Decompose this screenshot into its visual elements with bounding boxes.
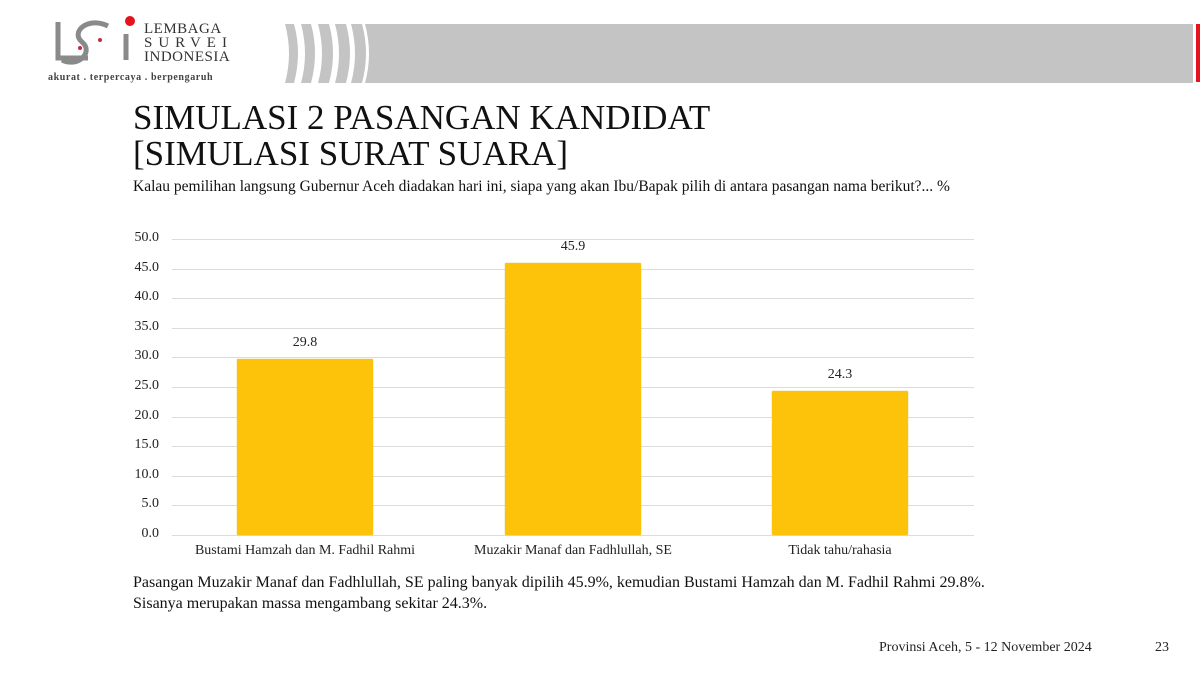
y-axis-tick-label: 0.0 — [141, 526, 160, 541]
y-axis-tick-label: 20.0 — [134, 408, 160, 423]
y-axis-tick-label: 5.0 — [141, 496, 160, 511]
gridline — [172, 239, 974, 240]
bar — [505, 263, 641, 535]
bar-value-label: 29.8 — [292, 335, 318, 350]
footer-source: Provinsi Aceh, 5 - 12 November 2024 — [879, 640, 1092, 655]
title-line-1: SIMULASI 2 PASANGAN KANDIDAT — [133, 98, 711, 137]
y-axis-tick-label: 45.0 — [134, 260, 160, 275]
logo-line-2: SURVEI — [144, 35, 233, 51]
lsi-logo: LEMBAGA SURVEI INDONESIA akurat . terper… — [44, 10, 274, 84]
bar — [772, 391, 908, 535]
logo-line-3: INDONESIA — [144, 49, 231, 65]
logo-line-1: LEMBAGA — [144, 21, 222, 37]
logo-tagline: akurat . terpercaya . berpengaruh — [48, 72, 214, 83]
y-axis-tick-label: 25.0 — [134, 378, 160, 393]
lsi-logo-mark-icon — [55, 16, 135, 65]
page-number: 23 — [1155, 640, 1169, 655]
y-axis-tick-label: 40.0 — [134, 289, 160, 304]
category-label: Bustami Hamzah dan M. Fadhil Rahmi — [194, 543, 416, 558]
logo-wordmark: LEMBAGA SURVEI INDONESIA — [144, 21, 233, 65]
header-decor-bar — [285, 24, 1193, 83]
y-axis-tick-label: 35.0 — [134, 319, 160, 334]
y-axis-tick-label: 50.0 — [134, 230, 160, 245]
category-label: Tidak tahu/rahasia — [788, 543, 892, 558]
accent-line — [1196, 24, 1200, 82]
y-axis-tick-label: 30.0 — [134, 348, 160, 363]
title-line-2: [SIMULASI SURAT SUARA] — [133, 134, 568, 173]
bar-value-label: 45.9 — [560, 239, 586, 254]
slide-title: SIMULASI 2 PASANGAN KANDIDAT [SIMULASI S… — [133, 100, 710, 172]
bar — [237, 359, 373, 535]
summary-note: Pasangan Muzakir Manaf dan Fadhlullah, S… — [133, 574, 985, 612]
gridline — [172, 535, 974, 536]
question-text: Kalau pemilihan langsung Gubernur Aceh d… — [133, 178, 950, 195]
category-label: Muzakir Manaf dan Fadhlullah, SE — [474, 543, 672, 558]
y-axis-tick-label: 10.0 — [134, 467, 160, 482]
bar-value-label: 24.3 — [827, 367, 853, 382]
y-axis-tick-label: 15.0 — [134, 437, 160, 452]
